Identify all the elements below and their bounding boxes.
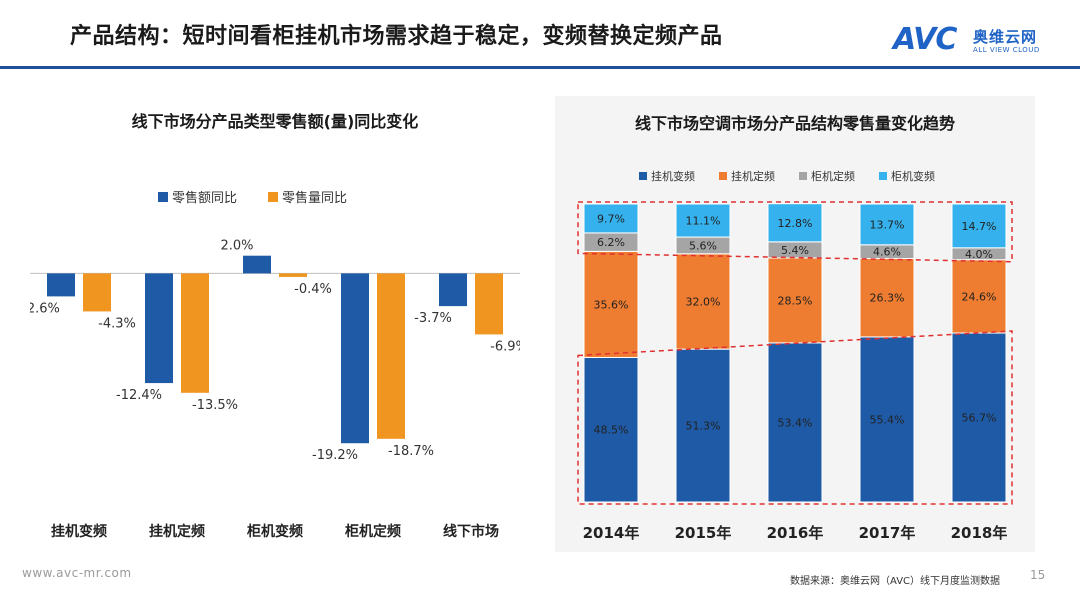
segment-label: 35.6%	[594, 298, 629, 311]
logo-name-en: ALL VIEW CLOUD	[973, 46, 1040, 54]
data-label: -3.7%	[414, 311, 452, 326]
legend-label: 零售额同比	[172, 190, 237, 206]
page-number: 15	[1030, 568, 1046, 582]
segment-label: 4.6%	[873, 246, 901, 259]
highlight-cabinet-region	[577, 201, 1013, 263]
segment-3-0	[583, 203, 639, 234]
segment-label: 32.0%	[686, 295, 721, 308]
year-label: 2014年	[583, 524, 640, 542]
segment-3-4	[951, 203, 1007, 249]
data-label: -0.4%	[294, 282, 332, 297]
bar-sales-volume-3	[377, 273, 405, 439]
segment-label: 4.0%	[965, 248, 993, 261]
year-label: 2018年	[951, 524, 1008, 542]
data-source-note: 数据来源：奥维云网（AVC）线下月度监测数据	[790, 576, 1001, 587]
share-stacked-chart: 挂机变频 挂机定频 柜机定频 柜机变频 48.5% 35.6% 6.2% 9.7% 2014年 5…	[577, 169, 1013, 542]
legend-swatch	[799, 172, 807, 180]
bar-sales-volume-1	[181, 273, 209, 393]
yoy-chart-title: 线下市场分产品类型零售额(量)同比变化	[131, 112, 419, 131]
bar-sales-volume-0	[83, 273, 111, 312]
legend-swatch	[879, 172, 887, 180]
share-chart-title: 线下市场空调市场分产品结构零售量变化趋势	[634, 114, 955, 133]
legend-label: 柜机变频	[891, 169, 935, 183]
segment-3-1	[675, 203, 731, 238]
legend-swatch	[719, 172, 727, 180]
segment-3-2	[767, 203, 823, 243]
segment-label: 6.2%	[597, 236, 625, 249]
avc-logo: AVC 奥维云网 ALL VIEW CLOUD	[893, 22, 1063, 62]
segment-1-1	[675, 253, 731, 350]
segment-label: 51.3%	[686, 420, 721, 433]
segment-label: 26.3%	[870, 292, 905, 305]
segment-0-1	[675, 348, 731, 503]
legend-label: 挂机定频	[731, 169, 775, 183]
header-divider	[0, 66, 1080, 69]
data-label: -12.4%	[116, 388, 162, 403]
segment-1-4	[951, 259, 1007, 334]
data-label: -19.2%	[312, 448, 358, 463]
data-label: -13.5%	[192, 398, 238, 413]
category-label: 挂机变频	[51, 523, 107, 540]
year-label: 2015年	[675, 524, 732, 542]
data-label: -18.7%	[388, 444, 434, 459]
category-label: 挂机定频	[149, 523, 205, 540]
bar-sales-volume-2	[279, 273, 307, 277]
segment-label: 14.7%	[962, 220, 997, 233]
bar-sales-value-2	[243, 255, 271, 274]
segment-0-4	[951, 332, 1007, 503]
bar-sales-value-1	[145, 273, 173, 384]
segment-label: 12.8%	[778, 217, 813, 230]
year-label: 2016年	[767, 524, 824, 542]
footer-url[interactable]: www.avc-mr.com	[22, 566, 132, 580]
logo-name-cn: 奥维云网	[973, 28, 1038, 46]
segment-label: 48.5%	[594, 424, 629, 437]
logo-mark: AVC	[893, 22, 957, 57]
segment-label: 24.6%	[962, 290, 997, 303]
segment-label: 11.1%	[686, 215, 721, 228]
legend-label: 柜机定频	[811, 169, 855, 183]
category-label: 柜机变频	[247, 523, 303, 540]
bar-sales-value-3	[341, 273, 369, 444]
highlight-wall-inverter-region	[577, 330, 1013, 505]
segment-label: 28.5%	[778, 294, 813, 307]
segment-label: 53.4%	[778, 416, 813, 429]
category-label: 柜机定频	[345, 523, 401, 540]
data-label: 2.0%	[220, 239, 253, 254]
segment-0-2	[767, 342, 823, 503]
data-label: -2.6%	[30, 301, 60, 316]
legend-swatch	[158, 192, 168, 202]
category-label: 线下市场	[443, 523, 499, 540]
segment-label: 13.7%	[870, 218, 905, 231]
segment-label: 9.7%	[597, 212, 625, 225]
yoy-chart-panel: 线下市场分产品类型零售额(量)同比变化 -2.6% -4.3% 挂机变频 -12.4%…	[30, 88, 520, 558]
segment-1-3	[859, 258, 915, 338]
bar-sales-volume-4	[475, 273, 503, 335]
data-label: -4.3%	[98, 316, 136, 331]
segment-label: 55.4%	[870, 413, 905, 426]
year-label: 2017年	[859, 524, 916, 542]
bar-sales-value-0	[47, 273, 75, 297]
page-title: 产品结构：短时间看柜挂机市场需求趋于稳定，变频替换定频产品	[70, 24, 723, 49]
segment-3-3	[859, 203, 915, 246]
segment-label: 5.6%	[689, 239, 717, 252]
legend-swatch	[268, 192, 278, 202]
bar-sales-value-4	[439, 273, 467, 307]
legend-label: 零售量同比	[282, 190, 347, 206]
legend-label: 挂机变频	[651, 169, 695, 183]
data-label: -6.9%	[490, 339, 520, 354]
legend-swatch	[639, 172, 647, 180]
share-chart-panel: 线下市场空调市场分产品结构零售量变化趋势 挂机变频 挂机定频 柜机定频 柜机变频 48.…	[555, 96, 1035, 552]
segment-0-0	[583, 356, 639, 503]
yoy-bar-chart: -2.6% -4.3% 挂机变频 -12.4% -13.5% 挂机定频 2.0% -0.4% 柜…	[30, 190, 520, 540]
segment-label: 56.7%	[962, 412, 997, 425]
segment-label: 5.4%	[781, 244, 809, 257]
